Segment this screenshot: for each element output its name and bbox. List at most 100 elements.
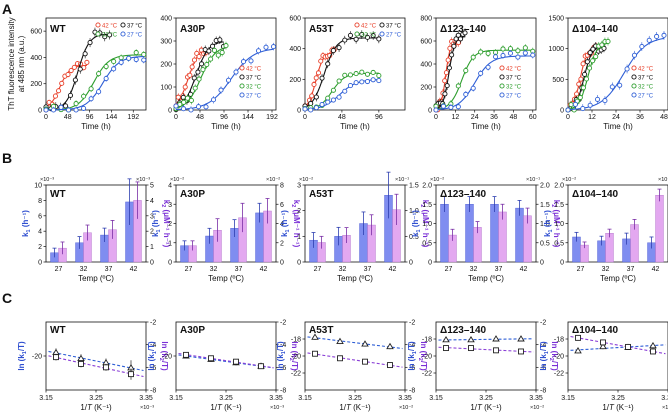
x-tick-label: 48 — [64, 114, 72, 121]
bar-k2 — [630, 224, 639, 263]
y2-tick-label: 0 — [280, 260, 284, 267]
data-point-2 — [353, 71, 359, 77]
x-tick-label: 0 — [566, 114, 570, 121]
y1-tick-label: 0 — [297, 260, 301, 267]
data-point-1 — [376, 36, 382, 42]
x-tick-label: 0 — [174, 114, 178, 121]
y2-tick-label: 6 — [280, 202, 284, 209]
category-label: 27 — [55, 266, 63, 273]
y2-tick-label: -8 — [409, 388, 415, 395]
data-point-1 — [82, 51, 88, 57]
legend-label: 27 °C — [638, 94, 654, 100]
panel-title: Δ123–140 — [440, 189, 487, 200]
y1-tick-label: 2.0 — [554, 183, 564, 190]
kinetics-plot-0: 0 48 96 144 192 0 200 400 600 Time (h) WT ThT fluor… — [7, 17, 147, 131]
y2-tick-label: -2 — [150, 320, 156, 327]
data-point-2 — [599, 42, 605, 48]
x-tick-label: 12 — [588, 114, 596, 121]
x-tick-label: 48 — [660, 114, 668, 121]
kinetics-plot-4: 0 12 24 36 48 0 500 1000 1500 Time (h) Δ104–140 42 … — [548, 16, 668, 131]
y1-tick-label: -18 — [554, 337, 564, 344]
data-point-2 — [111, 58, 117, 65]
data-point-3 — [210, 97, 217, 103]
y2-tick-label: -6 — [540, 365, 546, 372]
legend-label: 42 °C — [361, 24, 377, 30]
data-point-3 — [66, 107, 72, 113]
data-point-3 — [58, 104, 64, 110]
y2-tick-label: 2.0 — [540, 183, 550, 190]
x-tick-label: 0 — [303, 114, 307, 121]
legend-marker — [499, 74, 505, 80]
legend-label: 37 °C — [246, 76, 262, 82]
x-tick-label: 3.25 — [219, 395, 233, 402]
data-point-square — [183, 351, 189, 358]
data-point-triangle — [386, 342, 394, 350]
legend-label: 27 °C — [386, 33, 402, 39]
y1-tick-label: 0 — [168, 260, 172, 267]
category-label: 32 — [470, 266, 478, 273]
y-tick-label: 200 — [289, 77, 301, 84]
data-point-0 — [447, 45, 453, 51]
x-tick-label: 3.15 — [169, 395, 183, 402]
y2-exponent: ×10⁻¹ — [395, 177, 409, 183]
data-point-3 — [493, 54, 499, 60]
y1-tick-label: 4 — [168, 183, 172, 190]
x-tick-label: 3.15 — [561, 395, 575, 402]
legend-marker — [354, 31, 360, 37]
plot-frame — [45, 17, 147, 111]
y2-tick-label: 0 — [150, 260, 154, 267]
data-point-2 — [103, 63, 109, 70]
y2-tick-label: -4 — [280, 342, 286, 349]
data-point-0 — [318, 58, 324, 64]
data-point-2 — [208, 56, 214, 62]
category-label: 32 — [210, 266, 218, 273]
data-point-1 — [325, 61, 331, 67]
x-tick-label: 3.35 — [529, 395, 543, 402]
x-tick-label: 24 — [612, 114, 620, 121]
y1-tick-label: 0.5 — [422, 240, 432, 247]
y2-axis-label: k2 (μM⁻¹ h⁻¹) — [419, 200, 430, 248]
y2-tick-label: 0 — [409, 260, 413, 267]
y1-tick-label: 0 — [38, 260, 42, 267]
data-point-1 — [67, 92, 74, 98]
data-point-0 — [315, 70, 322, 76]
y1-axis-label: ln (k1/T) — [539, 341, 550, 371]
x-tick-label: 96 — [375, 114, 383, 121]
legend-label: 32 °C — [506, 85, 522, 91]
x-axis-label: 1/T (K⁻¹) — [470, 403, 502, 412]
data-point-square — [312, 350, 318, 357]
y-axis-label: at 485 nm (a.u.) — [17, 35, 26, 92]
x-tick-label: 144 — [242, 114, 254, 121]
legend-label: 42 °C — [638, 67, 654, 73]
data-point-0 — [576, 81, 582, 87]
data-point-3 — [376, 78, 382, 84]
data-point-2 — [223, 43, 229, 49]
category-label: 42 — [260, 266, 268, 273]
y1-axis-label: k1 (h⁻¹) — [543, 210, 554, 237]
data-point-square — [233, 358, 239, 365]
x-axis-label: Time (h) — [211, 122, 241, 131]
data-point-1 — [370, 33, 376, 39]
y2-tick-label: -6 — [150, 365, 156, 372]
y2-tick-label: 8 — [280, 183, 284, 190]
fit-line-0 — [48, 350, 144, 372]
data-point-3 — [313, 105, 319, 111]
data-point-3 — [126, 55, 132, 61]
y2-tick-label: 0.5 — [409, 234, 419, 241]
data-point-3 — [319, 101, 325, 108]
kinetics-plot-1: 0 48 96 144 192 0 100 200 300 400 Time (h) A30P 42 °… — [160, 16, 278, 132]
y2-axis-label: ln (k2/T) — [417, 341, 428, 371]
data-point-3 — [470, 85, 476, 91]
data-point-2 — [81, 93, 87, 99]
x-tick-label: 144 — [106, 114, 118, 121]
legend-marker — [379, 22, 385, 28]
data-point-triangle — [492, 335, 500, 342]
x-axis-label: Temp (ºC) — [337, 274, 373, 283]
y-tick-label: 200 — [30, 81, 42, 88]
data-point-1 — [330, 48, 336, 54]
data-point-0 — [182, 84, 188, 90]
y2-tick-label: -4 — [540, 342, 546, 349]
